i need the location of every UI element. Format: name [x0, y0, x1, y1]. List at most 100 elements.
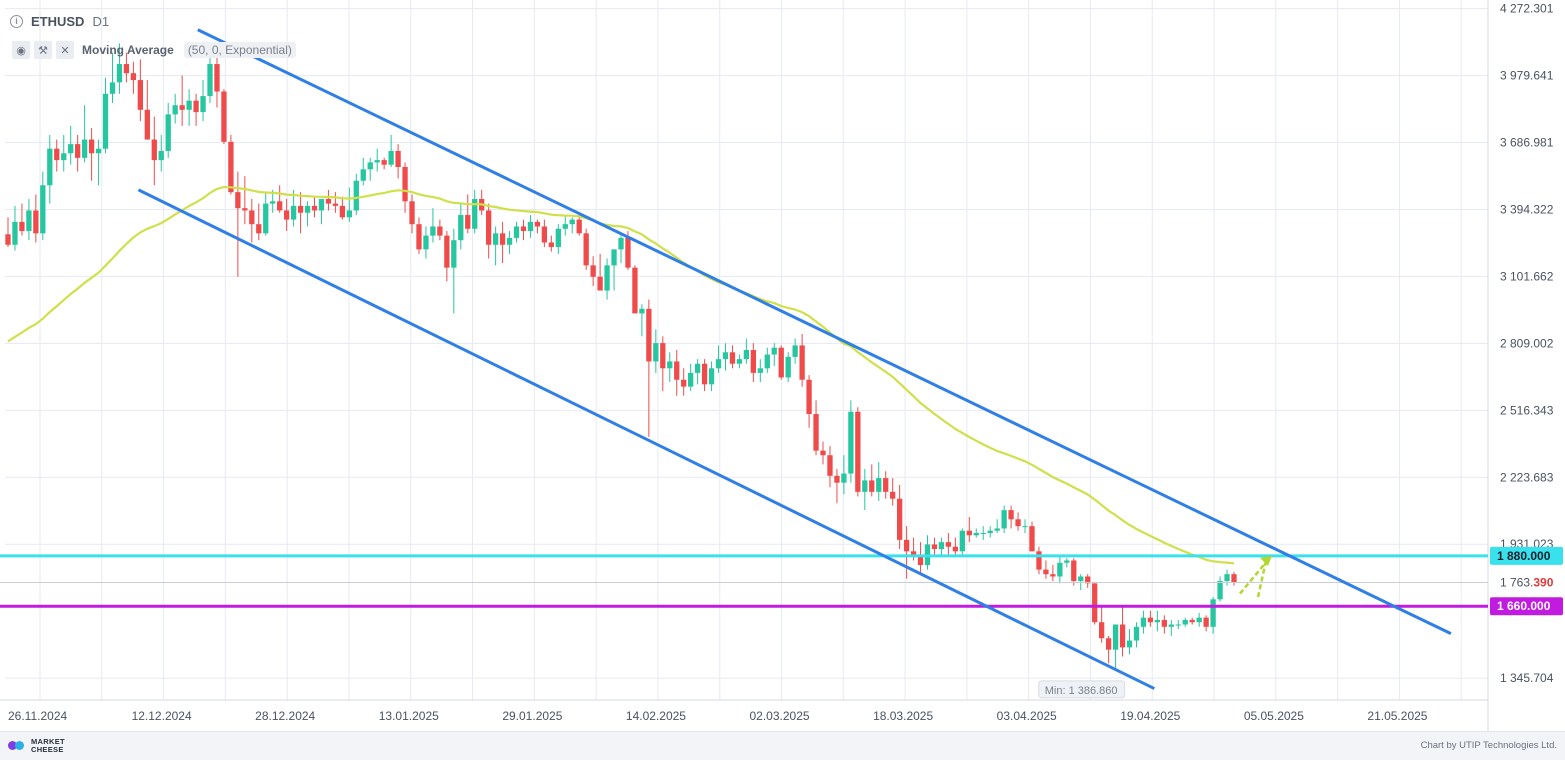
bearish-candle [869, 464, 875, 497]
chart-credit: Chart by UTIP Technologies Ltd. [1420, 740, 1557, 751]
bullish-candle [353, 173, 359, 216]
candle-body [165, 114, 171, 151]
candle-body [486, 210, 492, 245]
bearish-candle [597, 253, 603, 291]
support-price-label: 1 660.000 [1497, 599, 1551, 613]
bearish-candle [381, 157, 387, 170]
indicator-name[interactable]: Moving Average [82, 43, 174, 57]
eye-icon[interactable]: ◉ [12, 41, 30, 59]
bearish-candle [674, 350, 680, 396]
bearish-candle [297, 192, 304, 234]
candle-body [785, 356, 791, 378]
y-axis-tick-label: 3 394.322 [1500, 202, 1554, 216]
y-axis-tick-label: 3 686.981 [1500, 136, 1554, 150]
candle-body [332, 203, 339, 206]
bullish-candle [604, 258, 610, 300]
bearish-candle [19, 203, 25, 236]
bearish-candle [214, 50, 220, 108]
candle-body [1154, 619, 1161, 623]
candle-body [137, 80, 143, 110]
candle-body [200, 96, 206, 113]
candle-body [402, 166, 408, 202]
timeframe-label[interactable]: D1 [92, 14, 110, 29]
bearish-candle [277, 185, 283, 213]
candle-body [862, 480, 868, 492]
close-icon[interactable]: ✕ [56, 41, 74, 59]
bearish-candle [332, 192, 339, 213]
bullish-candle [68, 125, 74, 165]
candle-body [61, 153, 67, 161]
candle-body [750, 350, 756, 373]
candle-body [555, 228, 561, 248]
candle-body [214, 64, 220, 92]
bearish-candle [1043, 560, 1049, 579]
candle-body [764, 354, 770, 369]
arrow-head [1260, 555, 1272, 566]
bullish-candle [639, 304, 645, 337]
bullish-candle [980, 526, 986, 540]
symbol-label[interactable]: ETHUSD [31, 14, 85, 29]
bullish-candle [987, 526, 993, 538]
candle-body [910, 551, 917, 556]
bullish-candle [848, 400, 854, 483]
bearish-candle [1105, 635, 1112, 664]
bearish-candle [896, 484, 903, 550]
moving-average-line [7, 185, 1235, 565]
candles [5, 43, 1237, 668]
breakout-arrow-icon [1239, 555, 1272, 598]
candle-body [527, 221, 534, 232]
current-price-main: 1 763. [1500, 576, 1533, 590]
bullish-candle [492, 226, 499, 266]
bullish-candle [423, 226, 429, 259]
bullish-candle [1168, 619, 1174, 636]
min-price-label: Min: 1 386.860 [1045, 685, 1118, 697]
candle-body [130, 73, 137, 81]
bullish-candle [1133, 622, 1140, 648]
candle-body [987, 530, 993, 534]
x-axis-tick-label: 21.05.2025 [1367, 709, 1427, 723]
bullish-candle [513, 221, 520, 243]
bullish-candle [26, 199, 32, 241]
bearish-candle [221, 89, 227, 145]
candle-body [1224, 574, 1230, 582]
logo-line-1: MARKET [31, 737, 65, 746]
candle-body [562, 224, 568, 229]
candle-body [506, 237, 513, 245]
bullish-candle [792, 338, 798, 364]
indicator-legend: ◉ ⚒ ✕ Moving Average (50, 0, Exponential… [12, 41, 296, 59]
price-chart[interactable]: 4 272.301 3 979.641 3 686.981 3 394.322 3 10… [0, 0, 1565, 731]
bullish-candle [1022, 519, 1028, 534]
candle-body [109, 82, 116, 94]
candle-body [1057, 562, 1063, 577]
bearish-candle [395, 144, 401, 179]
bearish-candle [660, 336, 666, 392]
candle-body [311, 205, 318, 211]
bullish-candle [1126, 629, 1133, 655]
candle-body [158, 150, 164, 161]
bullish-candle [374, 148, 380, 172]
candle-body [722, 352, 729, 360]
bearish-candle [520, 219, 527, 241]
info-icon[interactable]: i [10, 15, 23, 28]
candle-body [1133, 626, 1140, 641]
candle-body [47, 148, 53, 186]
candle-body [492, 233, 499, 245]
bearish-candle [1092, 583, 1098, 625]
candle-body [1105, 638, 1112, 650]
bearish-candle [827, 446, 833, 488]
candle-body [81, 139, 88, 158]
candle-body [548, 242, 554, 248]
bullish-candle [667, 352, 673, 383]
bearish-candle [1015, 512, 1021, 531]
candle-body [1140, 617, 1147, 627]
candle-body [541, 226, 548, 243]
candle-body [848, 411, 854, 474]
bearish-candle [1085, 574, 1091, 588]
bearish-candle [499, 221, 506, 264]
arrow-shaft [1256, 560, 1268, 598]
candle-body [54, 148, 60, 161]
wrench-icon[interactable]: ⚒ [34, 41, 52, 59]
candle-body [520, 226, 527, 232]
candle-body [423, 235, 429, 250]
bullish-candle [1001, 505, 1007, 534]
